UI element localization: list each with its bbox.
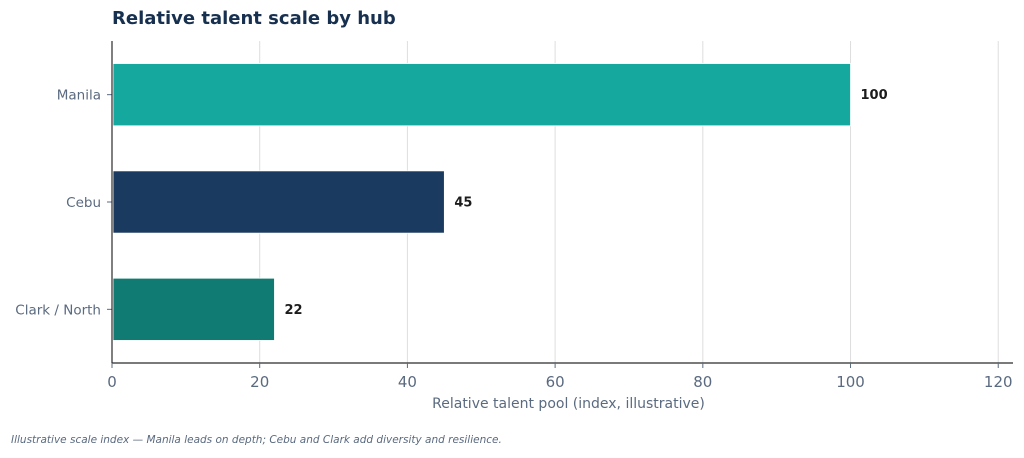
chart-footnote: Illustrative scale index — Manila leads … [11, 434, 502, 446]
x-tick-label: 120 [984, 373, 1013, 391]
data-label: 100 [861, 88, 888, 103]
x-tick-label: 60 [546, 373, 565, 391]
data-label: 45 [454, 196, 472, 211]
bar [112, 170, 445, 234]
x-tick-label: 20 [250, 373, 269, 391]
y-tick-label: Cebu [66, 195, 101, 211]
x-tick-label: 80 [693, 373, 712, 391]
bar [112, 277, 275, 341]
data-label: 22 [284, 303, 302, 318]
y-tick-label: Clark / North [15, 302, 101, 318]
bar [112, 63, 851, 127]
x-tick-label: 100 [836, 373, 865, 391]
chart-title: Relative talent scale by hub [112, 8, 396, 29]
y-tick-label: Manila [57, 88, 101, 104]
x-tick-label: 0 [107, 373, 117, 391]
x-axis-title: Relative talent pool (index, illustrativ… [432, 396, 705, 412]
x-tick-label: 40 [398, 373, 417, 391]
